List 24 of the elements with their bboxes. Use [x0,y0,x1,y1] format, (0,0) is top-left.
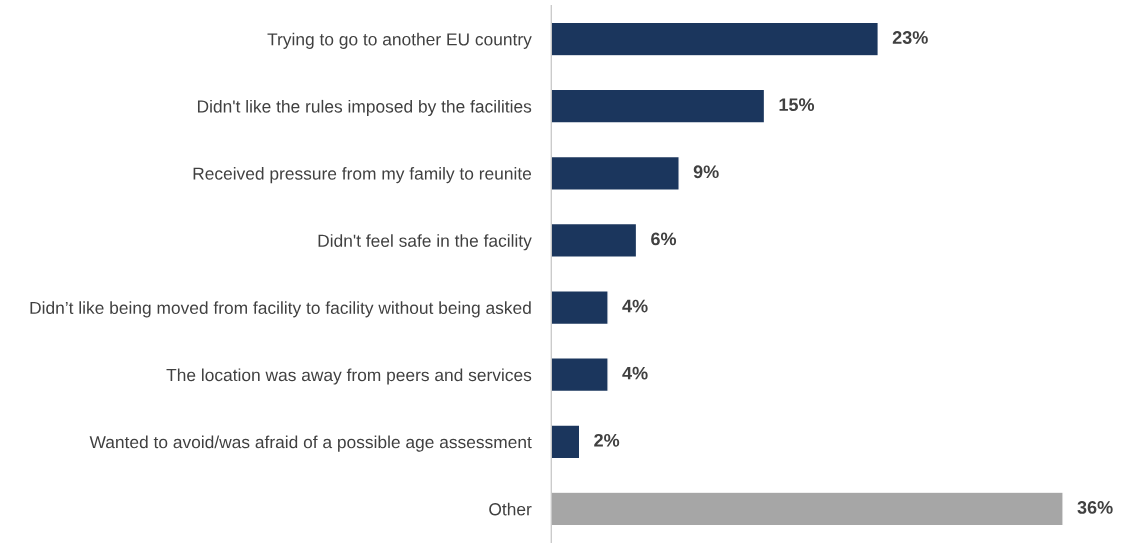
y-tick-label: Received pressure from my family to reunite [193,167,532,184]
bar [551,424,581,460]
y-tick-label: Other [489,502,532,516]
bar [551,357,609,393]
bar [551,88,766,124]
y-tick-label: The location was away from peers and services [166,368,532,385]
bar [551,290,609,326]
data-label: 23% [892,31,928,44]
y-tick-label: Didn't like the rules imposed by the facilities [197,99,532,117]
data-label: 2% [594,433,620,447]
data-label: 9% [693,165,719,179]
bar [551,491,1064,527]
data-label: 4% [622,299,648,313]
data-label: 6% [651,232,677,246]
y-tick-label: Trying to go to another EU country [267,32,532,49]
data-label: 15% [779,98,815,112]
y-tick-label: Didn’t like being moved from facility to facility without being asked [30,301,531,318]
data-label: 4% [622,366,648,380]
bar [551,155,680,191]
bar [551,222,638,258]
y-tick-label: Didn't feel safe in the facility [318,234,532,251]
data-label: 36% [1077,501,1113,514]
bar [551,21,879,57]
y-tick-label: Wanted to avoid/was afraid of a possible age assessment [89,435,532,452]
